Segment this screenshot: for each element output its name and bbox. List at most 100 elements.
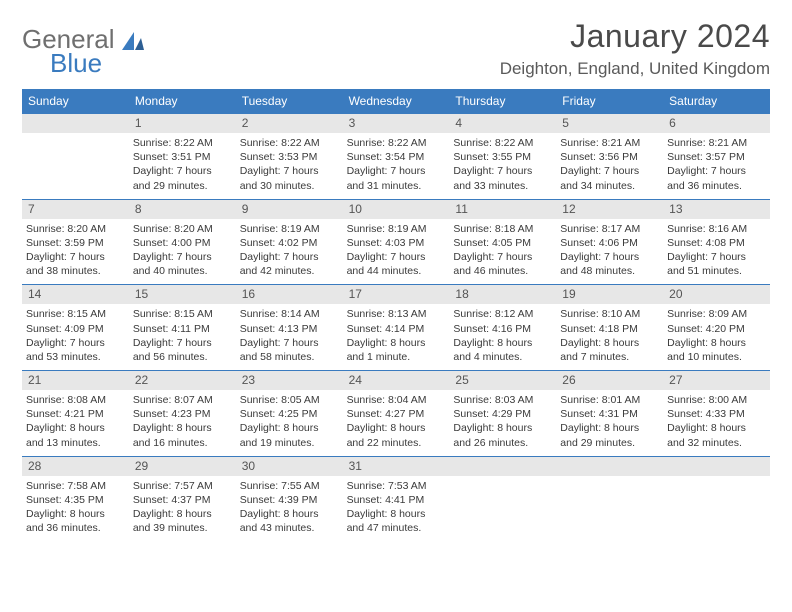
- day-dl1: Daylight: 7 hours: [26, 250, 125, 264]
- day-dl2: and 33 minutes.: [453, 179, 552, 193]
- day-number: 23: [236, 371, 343, 390]
- day-dl1: Daylight: 7 hours: [453, 164, 552, 178]
- day-sr: Sunrise: 8:04 AM: [347, 393, 446, 407]
- day-ss: Sunset: 4:06 PM: [560, 236, 659, 250]
- day-header-mon: Monday: [129, 89, 236, 114]
- day-sr: Sunrise: 8:10 AM: [560, 307, 659, 321]
- day-ss: Sunset: 4:11 PM: [133, 322, 232, 336]
- day-dl2: and 19 minutes.: [240, 436, 339, 450]
- day-dl2: and 16 minutes.: [133, 436, 232, 450]
- day-number: [663, 457, 770, 476]
- day-sr: Sunrise: 7:57 AM: [133, 479, 232, 493]
- day-number: 29: [129, 457, 236, 476]
- day-cell: 25Sunrise: 8:03 AMSunset: 4:29 PMDayligh…: [449, 371, 556, 456]
- day-info: Sunrise: 8:01 AMSunset: 4:31 PMDaylight:…: [560, 393, 659, 450]
- day-dl2: and 29 minutes.: [560, 436, 659, 450]
- sail-icon: [120, 30, 146, 52]
- week-row: 28Sunrise: 7:58 AMSunset: 4:35 PMDayligh…: [22, 457, 770, 542]
- day-dl1: Daylight: 7 hours: [240, 250, 339, 264]
- day-number: 9: [236, 200, 343, 219]
- day-ss: Sunset: 4:05 PM: [453, 236, 552, 250]
- day-sr: Sunrise: 8:21 AM: [560, 136, 659, 150]
- day-cell: 31Sunrise: 7:53 AMSunset: 4:41 PMDayligh…: [343, 457, 450, 542]
- day-cell: 5Sunrise: 8:21 AMSunset: 3:56 PMDaylight…: [556, 114, 663, 199]
- day-dl1: Daylight: 8 hours: [133, 507, 232, 521]
- day-number: 20: [663, 285, 770, 304]
- day-dl1: Daylight: 8 hours: [347, 336, 446, 350]
- day-number: 24: [343, 371, 450, 390]
- day-sr: Sunrise: 8:03 AM: [453, 393, 552, 407]
- day-ss: Sunset: 3:51 PM: [133, 150, 232, 164]
- day-info: Sunrise: 8:07 AMSunset: 4:23 PMDaylight:…: [133, 393, 232, 450]
- day-dl2: and 32 minutes.: [667, 436, 766, 450]
- day-number: 22: [129, 371, 236, 390]
- day-dl1: Daylight: 8 hours: [347, 421, 446, 435]
- day-sr: Sunrise: 8:01 AM: [560, 393, 659, 407]
- day-ss: Sunset: 4:03 PM: [347, 236, 446, 250]
- day-dl1: Daylight: 7 hours: [240, 336, 339, 350]
- day-info: Sunrise: 8:15 AMSunset: 4:11 PMDaylight:…: [133, 307, 232, 364]
- day-dl1: Daylight: 8 hours: [560, 336, 659, 350]
- day-dl2: and 51 minutes.: [667, 264, 766, 278]
- day-sr: Sunrise: 8:21 AM: [667, 136, 766, 150]
- day-cell: 16Sunrise: 8:14 AMSunset: 4:13 PMDayligh…: [236, 285, 343, 370]
- day-sr: Sunrise: 8:07 AM: [133, 393, 232, 407]
- day-ss: Sunset: 4:02 PM: [240, 236, 339, 250]
- day-ss: Sunset: 4:16 PM: [453, 322, 552, 336]
- day-number: 7: [22, 200, 129, 219]
- day-number: 30: [236, 457, 343, 476]
- day-cell: 9Sunrise: 8:19 AMSunset: 4:02 PMDaylight…: [236, 200, 343, 285]
- day-dl1: Daylight: 7 hours: [133, 164, 232, 178]
- day-ss: Sunset: 4:00 PM: [133, 236, 232, 250]
- day-sr: Sunrise: 8:09 AM: [667, 307, 766, 321]
- day-info: Sunrise: 8:05 AMSunset: 4:25 PMDaylight:…: [240, 393, 339, 450]
- day-info: Sunrise: 8:22 AMSunset: 3:51 PMDaylight:…: [133, 136, 232, 193]
- day-ss: Sunset: 4:37 PM: [133, 493, 232, 507]
- day-number: 26: [556, 371, 663, 390]
- day-cell: 8Sunrise: 8:20 AMSunset: 4:00 PMDaylight…: [129, 200, 236, 285]
- day-dl1: Daylight: 7 hours: [453, 250, 552, 264]
- day-ss: Sunset: 3:59 PM: [26, 236, 125, 250]
- day-cell: 6Sunrise: 8:21 AMSunset: 3:57 PMDaylight…: [663, 114, 770, 199]
- day-sr: Sunrise: 7:58 AM: [26, 479, 125, 493]
- day-dl2: and 36 minutes.: [667, 179, 766, 193]
- day-cell: 14Sunrise: 8:15 AMSunset: 4:09 PMDayligh…: [22, 285, 129, 370]
- day-sr: Sunrise: 8:22 AM: [453, 136, 552, 150]
- day-dl1: Daylight: 7 hours: [667, 164, 766, 178]
- location-text: Deighton, England, United Kingdom: [500, 59, 770, 79]
- day-cell: [22, 114, 129, 199]
- day-sr: Sunrise: 8:15 AM: [26, 307, 125, 321]
- day-ss: Sunset: 4:35 PM: [26, 493, 125, 507]
- day-number: 13: [663, 200, 770, 219]
- day-dl1: Daylight: 8 hours: [347, 507, 446, 521]
- day-dl1: Daylight: 8 hours: [453, 421, 552, 435]
- day-dl2: and 39 minutes.: [133, 521, 232, 535]
- day-info: Sunrise: 8:20 AMSunset: 4:00 PMDaylight:…: [133, 222, 232, 279]
- week-row: 7Sunrise: 8:20 AMSunset: 3:59 PMDaylight…: [22, 200, 770, 286]
- day-dl1: Daylight: 7 hours: [240, 164, 339, 178]
- day-sr: Sunrise: 8:08 AM: [26, 393, 125, 407]
- day-dl1: Daylight: 7 hours: [133, 250, 232, 264]
- day-info: Sunrise: 8:08 AMSunset: 4:21 PMDaylight:…: [26, 393, 125, 450]
- day-number: 12: [556, 200, 663, 219]
- day-dl2: and 40 minutes.: [133, 264, 232, 278]
- day-ss: Sunset: 4:08 PM: [667, 236, 766, 250]
- day-dl1: Daylight: 8 hours: [240, 507, 339, 521]
- day-ss: Sunset: 4:39 PM: [240, 493, 339, 507]
- day-info: Sunrise: 8:00 AMSunset: 4:33 PMDaylight:…: [667, 393, 766, 450]
- day-dl1: Daylight: 7 hours: [347, 164, 446, 178]
- day-dl2: and 30 minutes.: [240, 179, 339, 193]
- day-dl2: and 1 minute.: [347, 350, 446, 364]
- day-header-sun: Sunday: [22, 89, 129, 114]
- day-sr: Sunrise: 8:20 AM: [26, 222, 125, 236]
- day-ss: Sunset: 3:53 PM: [240, 150, 339, 164]
- brand-part2: Blue: [50, 48, 102, 79]
- day-number: 14: [22, 285, 129, 304]
- day-ss: Sunset: 4:29 PM: [453, 407, 552, 421]
- day-header-fri: Friday: [556, 89, 663, 114]
- day-dl1: Daylight: 8 hours: [26, 507, 125, 521]
- day-header-sat: Saturday: [663, 89, 770, 114]
- day-cell: 2Sunrise: 8:22 AMSunset: 3:53 PMDaylight…: [236, 114, 343, 199]
- day-ss: Sunset: 4:33 PM: [667, 407, 766, 421]
- day-ss: Sunset: 3:57 PM: [667, 150, 766, 164]
